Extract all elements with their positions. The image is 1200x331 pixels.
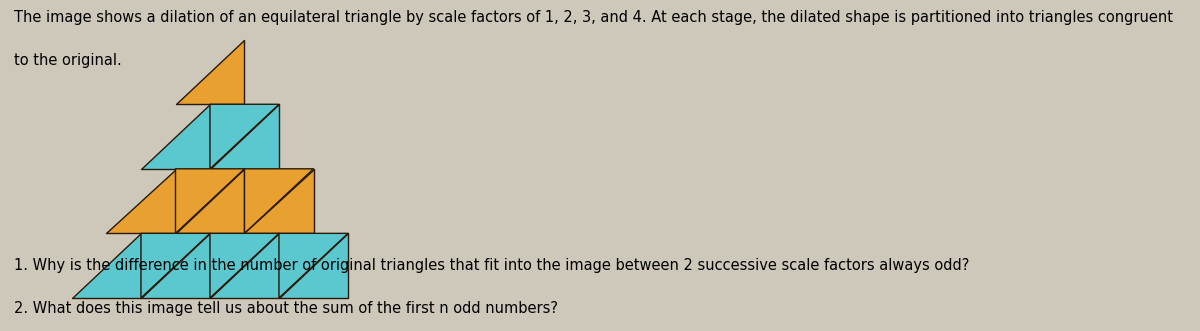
- Text: 2. What does this image tell us about the sum of the first n odd numbers?: 2. What does this image tell us about th…: [14, 301, 558, 316]
- Text: 1. Why is the difference in the number of original triangles that fit into the i: 1. Why is the difference in the number o…: [14, 258, 970, 273]
- Text: The image shows a dilation of an equilateral triangle by scale factors of 1, 2, : The image shows a dilation of an equilat…: [14, 10, 1174, 25]
- Text: to the original.: to the original.: [14, 53, 122, 68]
